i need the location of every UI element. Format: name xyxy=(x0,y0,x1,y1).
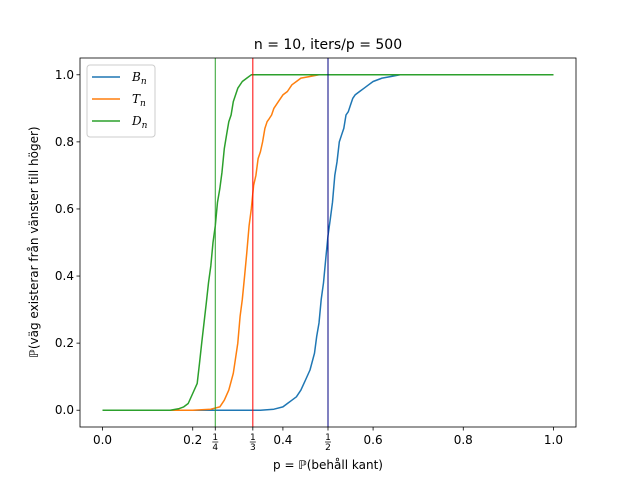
x-tick-label: 1.0 xyxy=(544,433,563,447)
y-tick-label: 0.2 xyxy=(55,336,74,350)
x-axis-label: p = ℙ(behåll kant) xyxy=(273,458,383,472)
chart-title: n = 10, iters/p = 500 xyxy=(254,37,402,53)
legend-box xyxy=(86,64,156,138)
plot-area: 0.0 0.2 0.4 0.6 0.8 1.01413120.00.20.40.60.81… xyxy=(55,57,577,453)
series-line-t xyxy=(102,74,554,411)
x-frac-numerator: 1 xyxy=(250,433,256,443)
y-tick-label: 0.6 xyxy=(55,202,74,216)
x-tick-label: 0.6 xyxy=(364,433,383,447)
y-axis-label: ℙ(väg existerar från vänster till höger) xyxy=(27,126,41,357)
x-frac-denominator: 3 xyxy=(250,443,256,453)
y-tick-label: 0.4 xyxy=(55,269,74,283)
y-tick-label: 0.0 xyxy=(55,403,74,417)
x-tick-label: 0.2 xyxy=(183,433,202,447)
y-tick-label: 0.8 xyxy=(55,135,74,149)
series-line-b xyxy=(102,74,554,411)
x-frac-numerator: 1 xyxy=(325,433,331,443)
series-line-d xyxy=(102,74,554,411)
x-tick-label: 0.0 xyxy=(93,433,112,447)
x-tick-label: 0.8 xyxy=(454,433,473,447)
x-frac-numerator: 1 xyxy=(212,433,218,443)
y-tick-label: 1.0 xyxy=(55,68,74,82)
x-tick-label: 0.4 xyxy=(273,433,292,447)
x-frac-denominator: 4 xyxy=(212,443,218,453)
x-frac-denominator: 2 xyxy=(325,443,331,453)
